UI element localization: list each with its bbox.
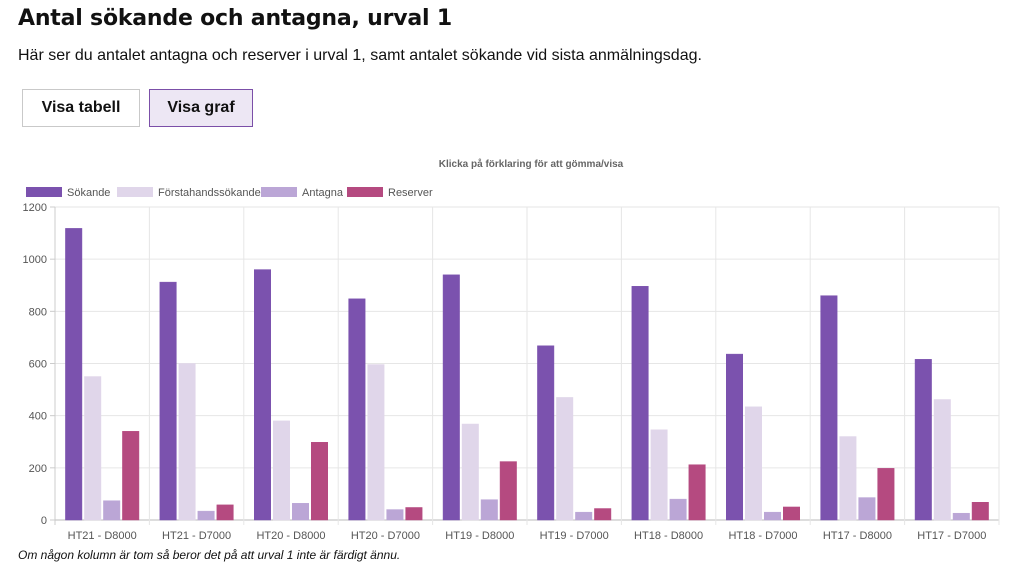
legend-label-2[interactable]: Antagna: [302, 187, 344, 199]
y-tick-label: 400: [29, 411, 47, 423]
footnote: Om någon kolumn är tom så beror det på a…: [18, 548, 401, 562]
legend-label-1[interactable]: Förstahandssökande: [158, 187, 261, 199]
bar-2[interactable]: [103, 500, 121, 521]
bar-0[interactable]: [820, 295, 838, 521]
bar-2[interactable]: [197, 510, 215, 521]
y-tick-label: 1000: [23, 254, 47, 266]
bar-2[interactable]: [386, 509, 404, 521]
bar-3[interactable]: [594, 508, 612, 521]
x-tick-label: HT19 - D8000: [445, 530, 514, 542]
show-table-button[interactable]: Visa tabell: [22, 89, 140, 127]
bar-2[interactable]: [952, 512, 970, 521]
bar-2[interactable]: [292, 503, 309, 521]
bar-2[interactable]: [575, 511, 593, 521]
bar-1[interactable]: [650, 429, 668, 521]
bar-1[interactable]: [273, 420, 290, 521]
bar-0[interactable]: [631, 286, 649, 521]
y-tick-label: 600: [29, 359, 47, 371]
bar-1[interactable]: [839, 436, 857, 521]
legend-label-3[interactable]: Reserver: [388, 187, 433, 199]
bar-1[interactable]: [745, 406, 762, 521]
y-tick-label: 200: [29, 463, 47, 475]
bar-0[interactable]: [914, 359, 932, 521]
bar-0[interactable]: [254, 269, 271, 521]
bar-1[interactable]: [84, 376, 102, 521]
x-tick-label: HT20 - D7000: [351, 530, 420, 542]
show-graph-button[interactable]: Visa graf: [149, 89, 253, 127]
bar-3[interactable]: [311, 442, 328, 521]
bar-0[interactable]: [442, 274, 460, 521]
legend-swatch-3[interactable]: [347, 187, 383, 197]
bar-0[interactable]: [348, 298, 366, 521]
chart-title: Klicka på förklaring för att gömma/visa: [439, 158, 624, 170]
bar-2[interactable]: [669, 498, 687, 521]
x-tick-label: HT20 - D8000: [256, 530, 325, 542]
legend-swatch-2[interactable]: [261, 187, 297, 197]
x-tick-label: HT17 - D7000: [917, 530, 986, 542]
x-tick-label: HT19 - D7000: [540, 530, 609, 542]
page-title: Antal sökande och antagna, urval 1: [18, 6, 452, 31]
y-tick-label: 1200: [23, 202, 47, 214]
bar-3[interactable]: [216, 504, 234, 521]
bar-0[interactable]: [537, 345, 555, 521]
bar-0[interactable]: [159, 281, 177, 521]
bar-2[interactable]: [480, 499, 498, 521]
intro-text: Här ser du antalet antagna och reserver …: [18, 47, 702, 64]
bar-3[interactable]: [688, 464, 706, 521]
x-tick-label: HT17 - D8000: [823, 530, 892, 542]
bar-3[interactable]: [971, 502, 989, 521]
legend-swatch-0[interactable]: [26, 187, 62, 197]
bar-0[interactable]: [65, 228, 83, 521]
bar-1[interactable]: [178, 363, 196, 521]
legend-swatch-1[interactable]: [117, 187, 153, 197]
bar-1[interactable]: [367, 364, 385, 521]
bar-1[interactable]: [933, 399, 951, 521]
bar-1[interactable]: [556, 397, 574, 521]
bar-2[interactable]: [858, 497, 876, 521]
bar-3[interactable]: [122, 431, 140, 521]
y-tick-label: 0: [41, 515, 47, 527]
x-tick-label: HT21 - D7000: [162, 530, 231, 542]
bar-2[interactable]: [764, 511, 781, 521]
x-tick-label: HT18 - D7000: [728, 530, 797, 542]
bar-3[interactable]: [877, 468, 895, 521]
bar-1[interactable]: [461, 423, 479, 521]
bar-3[interactable]: [405, 507, 423, 521]
bar-0[interactable]: [726, 353, 743, 521]
y-tick-label: 800: [29, 306, 47, 318]
legend-label-0[interactable]: Sökande: [67, 187, 110, 199]
bar-3[interactable]: [499, 461, 517, 521]
x-tick-label: HT21 - D8000: [68, 530, 137, 542]
bar-3[interactable]: [783, 506, 800, 521]
x-tick-label: HT18 - D8000: [634, 530, 703, 542]
